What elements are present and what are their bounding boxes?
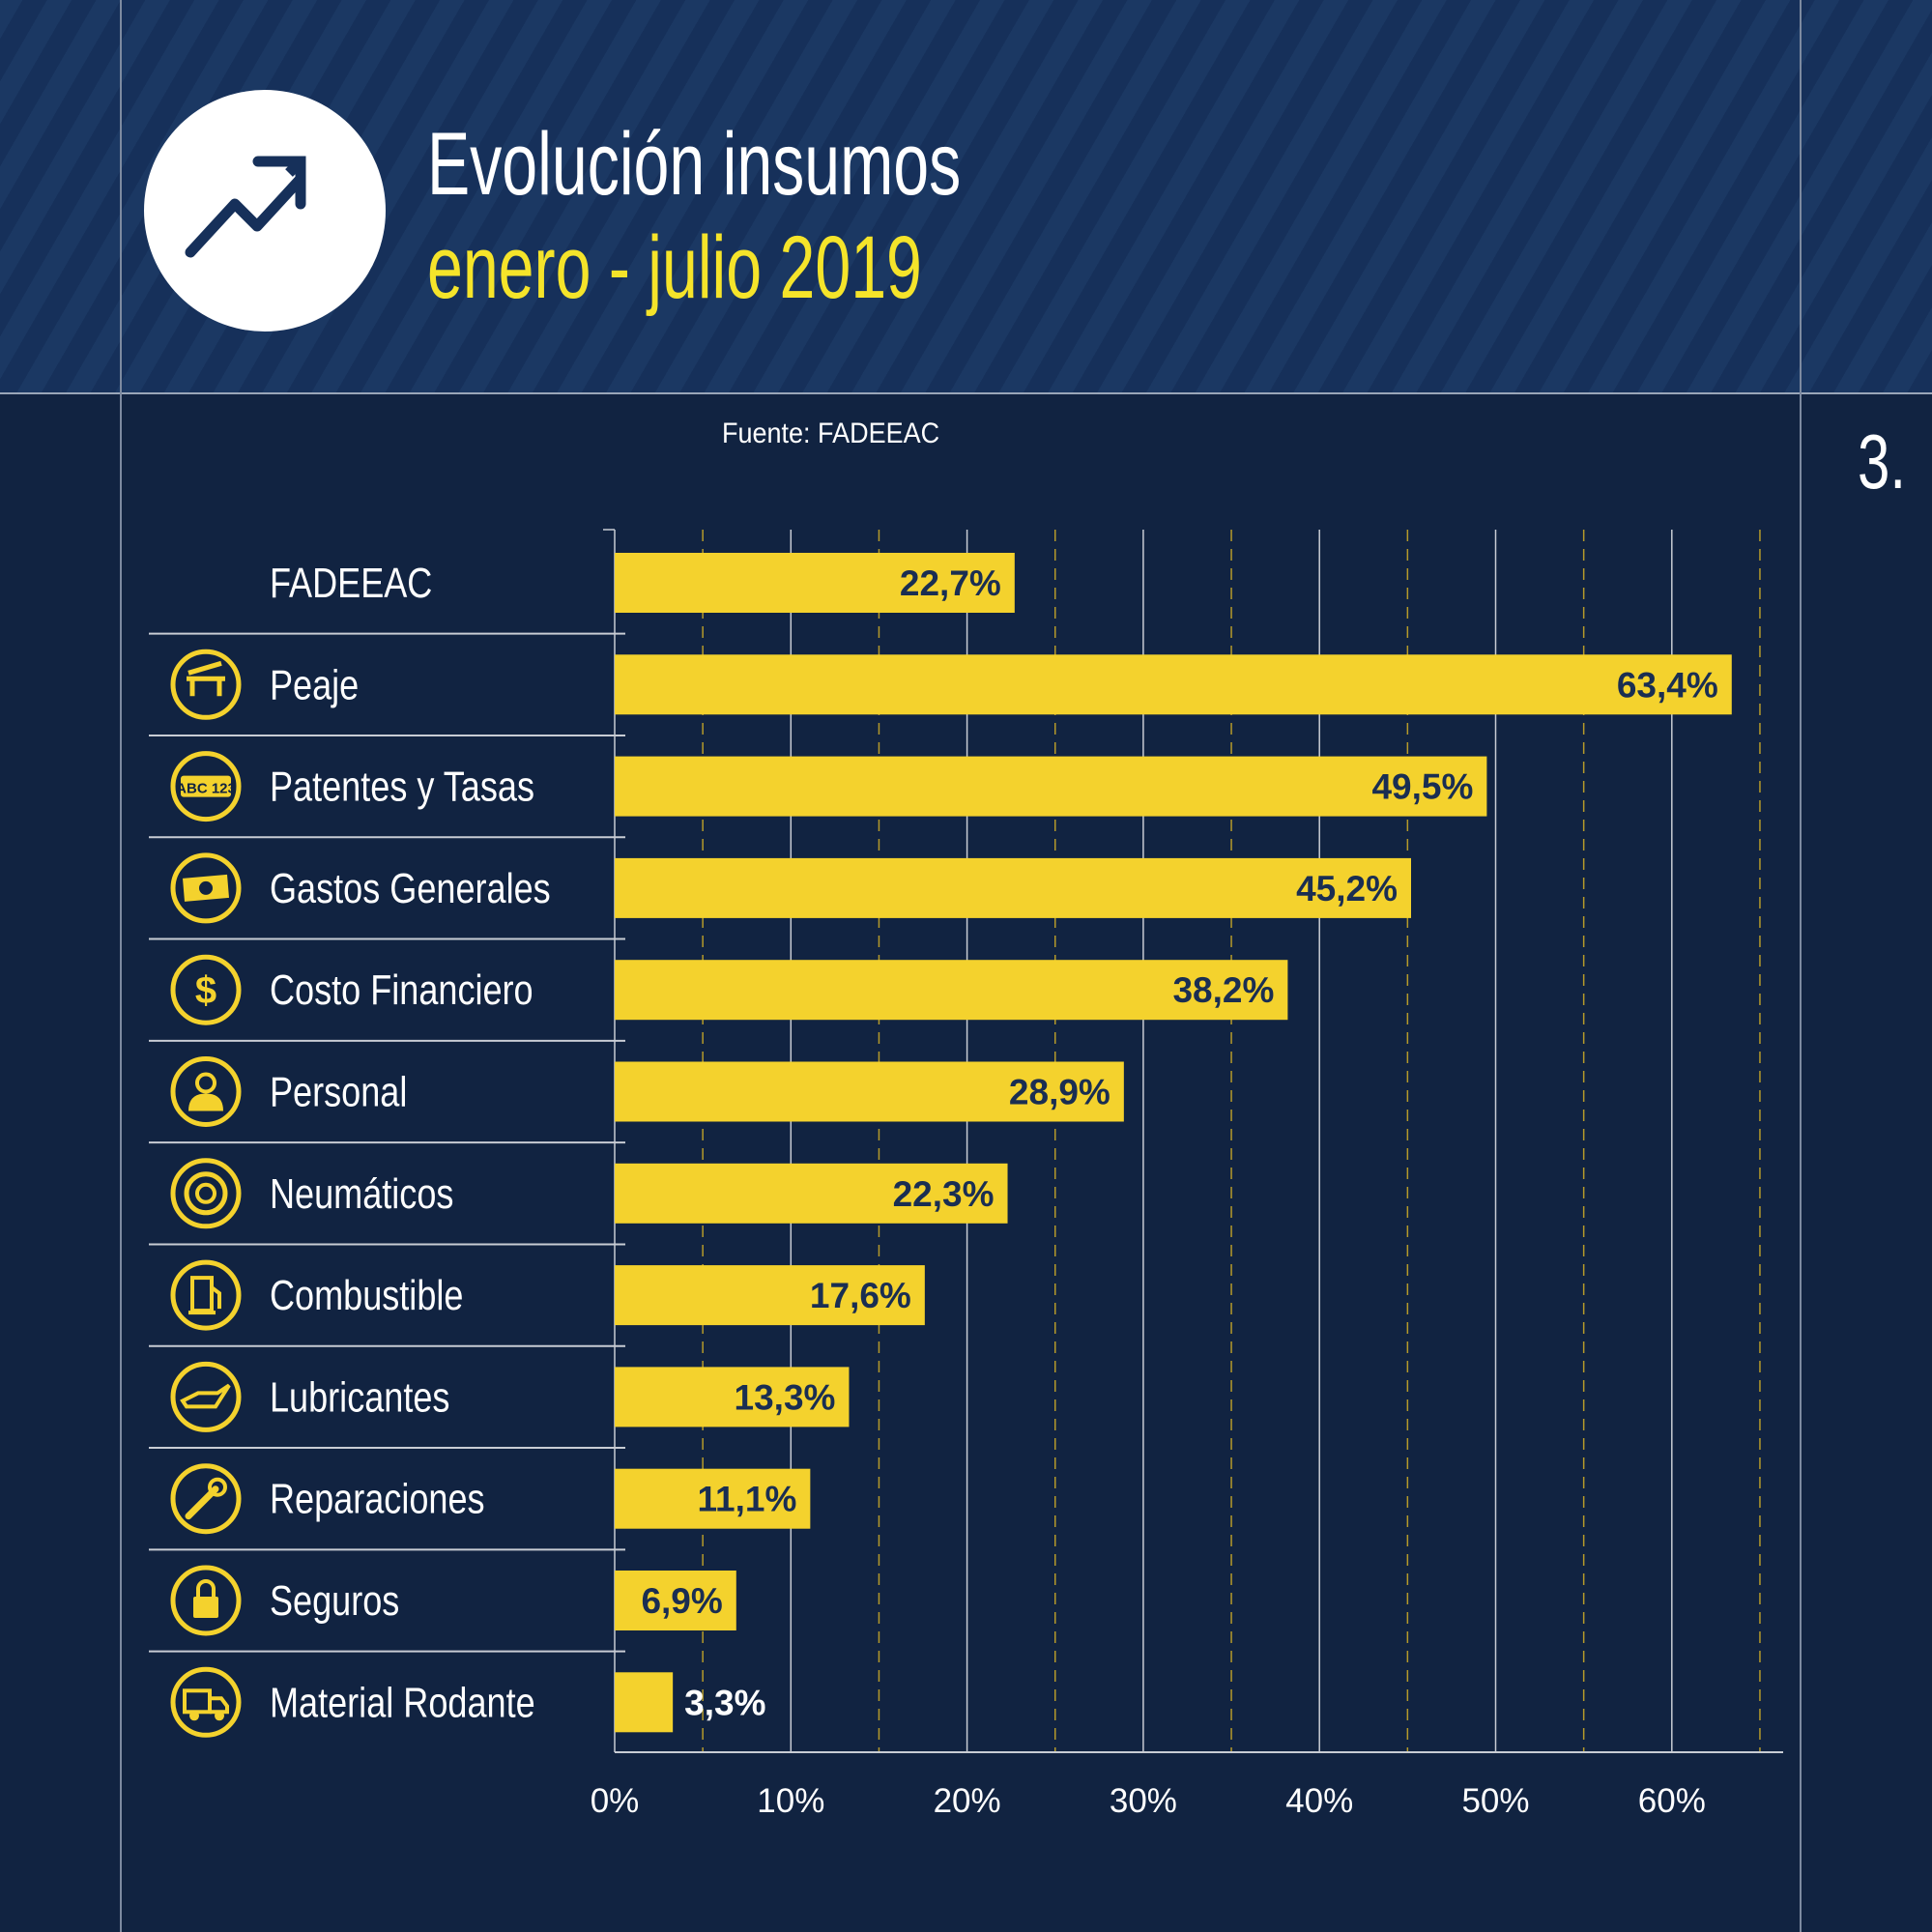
value-label: 63,4% [1617, 665, 1718, 705]
truck-icon [170, 1666, 242, 1738]
trending-up-icon [144, 90, 386, 332]
category-label: Patentes y Tasas [270, 763, 534, 810]
category-label: Reparaciones [270, 1475, 485, 1522]
category-label: Seguros [270, 1577, 399, 1625]
x-tick-label: 60% [1638, 1782, 1706, 1820]
bar [615, 654, 1732, 715]
svg-text:$: $ [195, 969, 216, 1012]
person-icon [170, 1056, 242, 1127]
value-label: 3,3% [684, 1683, 765, 1722]
value-label: 11,1% [697, 1480, 796, 1519]
x-tick-label: 30% [1110, 1782, 1177, 1820]
value-label: 38,2% [1172, 970, 1274, 1010]
category-label: Combustible [270, 1272, 463, 1319]
right-guide-line [1800, 0, 1802, 1932]
value-label: 22,7% [900, 563, 1001, 603]
x-tick-label: 50% [1461, 1782, 1529, 1820]
x-tick-label: 40% [1285, 1782, 1353, 1820]
banknote-icon [170, 852, 242, 924]
category-label: Neumáticos [270, 1169, 453, 1217]
toll-barrier-icon [170, 649, 242, 720]
category-label: Lubricantes [270, 1373, 449, 1421]
bar [615, 553, 1015, 613]
bar [615, 857, 1411, 918]
value-label: 13,3% [735, 1377, 836, 1417]
bar [615, 1061, 1124, 1122]
wrench-icon [170, 1463, 242, 1535]
bar [615, 960, 1288, 1021]
bar [615, 1163, 1008, 1224]
dollar-icon: $ [170, 954, 242, 1025]
title: Evolución insumos [427, 115, 962, 214]
value-label: 17,6% [810, 1276, 911, 1315]
page-number: 3. [1858, 418, 1907, 505]
category-label: Costo Financiero [270, 966, 533, 1014]
value-label: 6,9% [641, 1581, 722, 1621]
x-tick-label: 20% [934, 1782, 1001, 1820]
oil-can-icon [170, 1361, 242, 1432]
source-note: Fuente: FADEEAC [722, 418, 940, 449]
bar [615, 1265, 925, 1326]
header-divider [0, 392, 1932, 394]
value-label: 28,9% [1009, 1073, 1110, 1112]
category-label: FADEEAC [270, 560, 432, 607]
bar [615, 1672, 674, 1733]
license-plate-icon: ABC 123 [170, 751, 242, 822]
bar [615, 756, 1487, 817]
x-tick-label: 0% [591, 1782, 640, 1820]
category-label: Personal [270, 1068, 407, 1115]
subtitle: enero - julio 2019 [427, 218, 922, 317]
svg-text:ABC 123: ABC 123 [176, 781, 236, 797]
fuel-pump-icon [170, 1259, 242, 1331]
left-guide-line [120, 0, 122, 1932]
bar [615, 1571, 736, 1630]
value-label: 45,2% [1296, 869, 1398, 908]
value-label: 22,3% [893, 1174, 995, 1214]
category-label: Peaje [270, 661, 359, 708]
tire-icon [170, 1158, 242, 1229]
lock-icon [170, 1565, 242, 1636]
category-label: Gastos Generales [270, 865, 551, 912]
category-label: Material Rodante [270, 1679, 535, 1726]
value-label: 49,5% [1371, 767, 1473, 807]
x-tick-label: 10% [757, 1782, 824, 1820]
bar [615, 1468, 811, 1529]
bar [615, 1367, 850, 1427]
